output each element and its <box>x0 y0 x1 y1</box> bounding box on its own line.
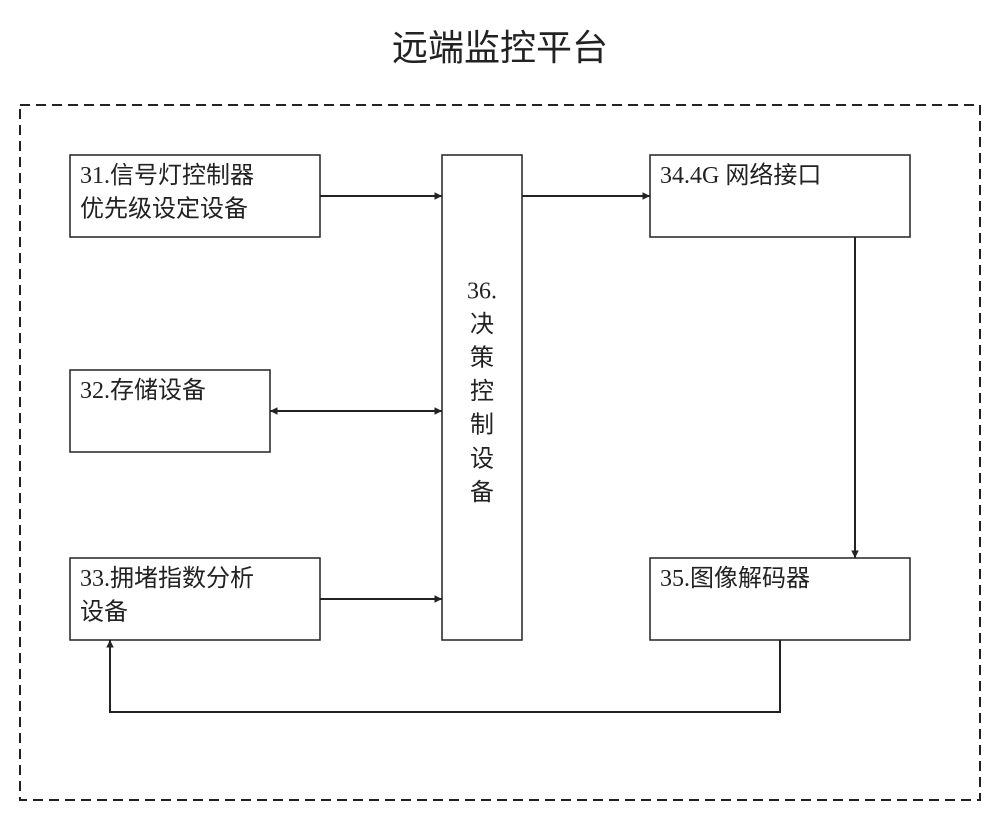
node-label: 策 <box>470 345 494 372</box>
node-label: 制 <box>470 412 494 439</box>
node-label: 33.拥堵指数分析 <box>80 565 254 592</box>
node-label: 备 <box>470 479 494 506</box>
node-label: 决 <box>470 311 494 338</box>
node-label: 控 <box>470 378 494 405</box>
node-n32: 32.存储设备 <box>70 370 270 452</box>
edge-e35_33 <box>110 640 780 712</box>
node-label: 设 <box>470 445 494 472</box>
node-label: 34.4G 网络接口 <box>660 162 821 189</box>
node-n33: 33.拥堵指数分析设备 <box>70 558 320 640</box>
node-label: 35.图像解码器 <box>660 565 810 592</box>
diagram-title: 远端监控平台 <box>392 28 608 68</box>
node-label: 设备 <box>80 599 128 626</box>
node-n34: 34.4G 网络接口 <box>650 155 910 237</box>
node-n31: 31.信号灯控制器优先级设定设备 <box>70 155 320 237</box>
node-n36: 36. 决策控制设备 <box>442 155 522 640</box>
node-n35: 35.图像解码器 <box>650 558 910 640</box>
nodes-layer: 31.信号灯控制器优先级设定设备32.存储设备33.拥堵指数分析设备36.决策控… <box>70 155 910 640</box>
node-label: 36. <box>467 278 497 304</box>
node-label: 优先级设定设备 <box>80 196 248 223</box>
diagram-canvas: 远端监控平台 31.信号灯控制器优先级设定设备32.存储设备33.拥堵指数分析设… <box>0 0 1000 815</box>
node-label: 32.存储设备 <box>80 377 206 404</box>
node-label: 31.信号灯控制器 <box>80 162 254 189</box>
